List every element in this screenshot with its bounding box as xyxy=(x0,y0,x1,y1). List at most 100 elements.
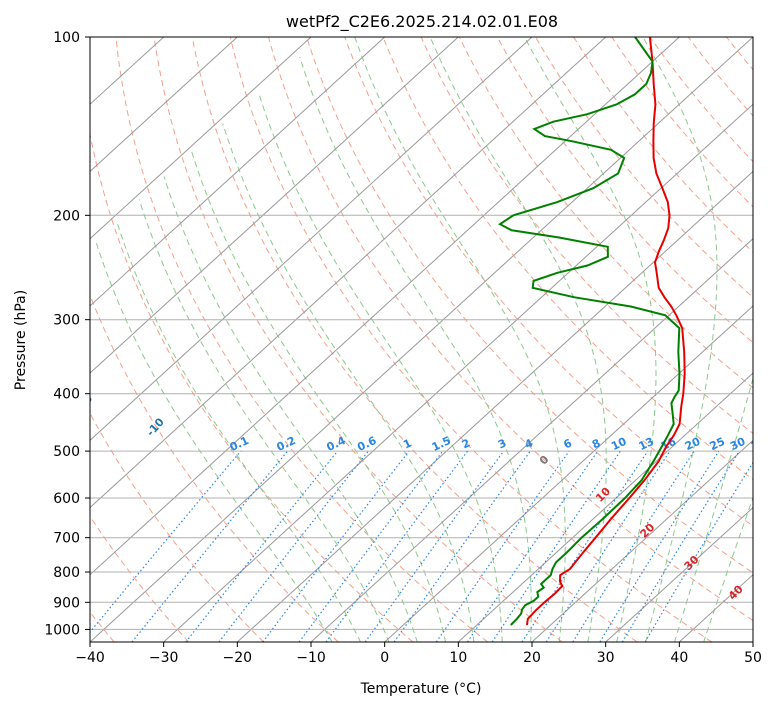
y-tick-label: 100 xyxy=(53,30,80,46)
y-axis: 100 200 300 400 500 600 700 800 900 1000 xyxy=(44,30,90,638)
moist-adiabat xyxy=(674,376,753,642)
moist-adiabat xyxy=(138,199,390,642)
isotherm xyxy=(384,305,753,642)
isotherm xyxy=(457,372,753,642)
dry-adiabat xyxy=(90,131,414,642)
isotherm xyxy=(90,37,680,576)
dry-adiabat xyxy=(229,37,712,642)
y-tick-label: 300 xyxy=(53,313,80,329)
mixing-ratio-label: 13 xyxy=(637,435,656,453)
dry-adiabat xyxy=(344,37,753,527)
moist-adiabat-label: 10 xyxy=(593,484,613,504)
x-tick-label: 0 xyxy=(380,650,389,666)
isotherm xyxy=(90,37,386,307)
isotherm xyxy=(752,641,753,642)
mixing-ratio-line xyxy=(131,450,289,642)
mixing-ratio-line xyxy=(491,450,621,642)
isotherm xyxy=(90,37,753,642)
isotherm xyxy=(310,237,753,642)
dry-adiabat xyxy=(268,37,753,622)
dry-adiabat xyxy=(765,37,775,642)
dry-adiabat xyxy=(687,37,753,117)
moist-adiabat xyxy=(191,151,447,642)
mixing-ratio-line xyxy=(218,450,369,642)
x-tick-label: −10 xyxy=(296,650,326,666)
dry-adiabat xyxy=(306,37,753,574)
y-tick-label: 200 xyxy=(53,208,80,224)
moist-adiabat xyxy=(115,220,362,642)
mixing-ratio-line xyxy=(262,450,410,642)
dry-adiabat xyxy=(115,37,488,642)
moist-adiabat xyxy=(163,176,418,642)
mixing-ratio-line xyxy=(545,450,671,642)
y-tick-label: 1000 xyxy=(44,622,80,638)
isotherm xyxy=(531,439,753,642)
x-tick-label: 10 xyxy=(449,650,467,666)
mixing-ratio-label: 1 xyxy=(401,436,413,451)
mixing-ratio-line xyxy=(466,450,599,642)
isotherm xyxy=(163,103,753,642)
moist-adiabat xyxy=(94,239,333,642)
mixing-ratio-line xyxy=(364,450,505,642)
y-tick-label: 500 xyxy=(53,444,80,460)
x-tick-label: 40 xyxy=(670,650,688,666)
isotherm xyxy=(605,506,753,642)
x-tick-label: 20 xyxy=(523,650,541,666)
mixing-ratio-line xyxy=(435,450,570,642)
mixing-ratio-label: 20 xyxy=(683,435,703,453)
x-tick-label: −20 xyxy=(223,650,253,666)
mixing-ratio-label: 3 xyxy=(496,436,508,451)
y-tick-label: 900 xyxy=(53,595,80,611)
mixing-ratio-label: 10 xyxy=(609,435,629,453)
mixing-ratio-label: 2 xyxy=(460,436,472,451)
moist-adiabat xyxy=(524,37,657,642)
x-axis-label: Temperature (°C) xyxy=(360,681,482,697)
y-tick-label: 800 xyxy=(53,565,80,581)
moist-adiabat xyxy=(354,37,566,642)
isotherm xyxy=(90,37,238,173)
x-axis: −40 −30 −20 −10 0 10 20 30 40 50 xyxy=(75,642,762,666)
mixing-ratio-line xyxy=(185,450,339,642)
background-lines xyxy=(90,37,775,642)
dry-adiabat xyxy=(535,37,753,298)
moist-adiabat xyxy=(429,37,607,642)
dewpoint-profile xyxy=(498,37,681,626)
temperature-profile xyxy=(526,37,686,626)
x-tick-label: −40 xyxy=(75,650,105,666)
isotherm xyxy=(236,170,753,642)
isotherm xyxy=(90,37,312,240)
moist-adiabat-label: 40 xyxy=(726,582,746,602)
mixing-ratio-line xyxy=(572,450,695,642)
y-axis-label: Pressure (hPa) xyxy=(13,290,29,390)
dry-adiabat xyxy=(726,37,753,71)
x-tick-label: 50 xyxy=(744,650,762,666)
dry-adiabat-label: -10 xyxy=(144,415,167,439)
dry-adiabat xyxy=(649,37,753,163)
dry-adiabat xyxy=(90,412,264,642)
dry-adiabat xyxy=(420,37,753,434)
dry-adiabat xyxy=(90,293,339,642)
dry-adiabat xyxy=(191,37,638,642)
moist-adiabat xyxy=(222,123,475,642)
moist-adiabat xyxy=(642,37,718,642)
plot-frame xyxy=(89,36,754,643)
y-tick-label: 400 xyxy=(53,387,80,403)
dry-adiabat xyxy=(496,37,753,344)
y-tick-label: 600 xyxy=(53,491,80,507)
mixing-ratio-label: 36 xyxy=(749,435,769,453)
dry-adiabat xyxy=(458,37,753,389)
x-tick-label: 30 xyxy=(597,650,615,666)
y-tick-label: 700 xyxy=(53,531,80,547)
mixing-ratio-line xyxy=(90,450,242,633)
mixing-ratio-label: 25 xyxy=(708,435,727,453)
mixing-ratio-label: 8 xyxy=(590,436,602,451)
dry-adiabat xyxy=(573,37,753,253)
moist-adiabat xyxy=(299,56,532,642)
chart-title: wetPf2_C2E6.2025.214.02.01.E08 xyxy=(286,12,558,32)
mixing-ratio-line xyxy=(599,450,720,642)
mixing-ratio-line xyxy=(621,450,740,642)
sounding-profiles xyxy=(498,37,686,626)
isotherm xyxy=(90,37,459,374)
mixing-ratio-label: 6 xyxy=(562,436,575,451)
